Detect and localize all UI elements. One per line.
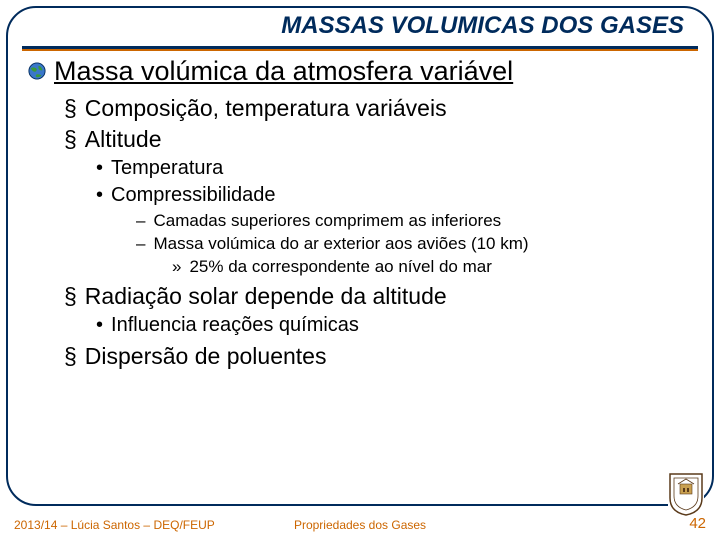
bullet-lvl2: § Dispersão de poluentes	[64, 343, 692, 370]
title-underline	[22, 46, 698, 51]
feup-crest-icon	[668, 472, 704, 516]
footer-center: Propriedades dos Gases	[294, 518, 426, 532]
bullet-lvl2-text: Composição, temperatura variáveis	[85, 95, 447, 121]
bullet-lvl4-text: Camadas superiores comprimem as inferior…	[153, 211, 501, 230]
footer: 2013/14 – Lúcia Santos – DEQ/FEUP Propri…	[0, 512, 720, 534]
lvl4-marker: –	[136, 234, 145, 253]
bullet-lvl3: • Influencia reações químicas	[96, 314, 692, 337]
lvl2-marker: §	[64, 126, 77, 152]
bullet-lvl2-text: Dispersão de poluentes	[85, 343, 327, 369]
bullet-lvl1: Massa volúmica da atmosfera variável	[28, 56, 692, 87]
bullet-lvl4: –Camadas superiores comprimem as inferio…	[136, 211, 692, 231]
bullet-lvl2-text: Radiação solar depende da altitude	[85, 283, 447, 309]
lvl3-marker: •	[96, 184, 103, 206]
bullet-lvl5: » 25% da correspondente ao nível do mar	[172, 257, 692, 277]
bullet-lvl3-text: Influencia reações químicas	[111, 314, 359, 336]
bullet-lvl2: § Altitude	[64, 126, 692, 153]
lvl2-marker: §	[64, 95, 77, 121]
bullet-lvl4-text: Massa volúmica do ar exterior aos aviões…	[153, 234, 528, 253]
slide-content: Massa volúmica da atmosfera variável § Co…	[28, 56, 692, 374]
lvl3-marker: •	[96, 157, 103, 179]
bullet-lvl1-text: Massa volúmica da atmosfera variável	[54, 56, 513, 87]
bullet-lvl3-text: Compressibilidade	[111, 184, 276, 206]
slide-title-text: MASSAS VOLUMICAS DOS GASES	[281, 12, 684, 39]
bullet-lvl3: • Temperatura	[96, 157, 692, 180]
bullet-lvl2-text: Altitude	[85, 126, 162, 152]
bullet-lvl2: § Radiação solar depende da altitude	[64, 283, 692, 310]
bullet-lvl2: § Composição, temperatura variáveis	[64, 95, 692, 122]
bullet-lvl3: • Compressibilidade	[96, 184, 692, 207]
bullet-lvl4: –Massa volúmica do ar exterior aos aviõe…	[136, 234, 692, 254]
slide-title: MASSAS VOLUMICAS DOS GASES	[273, 12, 692, 40]
lvl2-marker: §	[64, 343, 77, 369]
lvl3-marker: •	[96, 314, 103, 336]
lvl4-marker: –	[136, 211, 145, 230]
globe-icon	[28, 62, 46, 80]
lvl2-marker: §	[64, 283, 77, 309]
slide-number: 42	[689, 515, 706, 532]
footer-left: 2013/14 – Lúcia Santos – DEQ/FEUP	[14, 518, 215, 532]
bullet-lvl5-text: 25% da correspondente ao nível do mar	[189, 257, 491, 276]
bullet-lvl3-text: Temperatura	[111, 157, 223, 179]
lvl5-marker: »	[172, 257, 181, 276]
